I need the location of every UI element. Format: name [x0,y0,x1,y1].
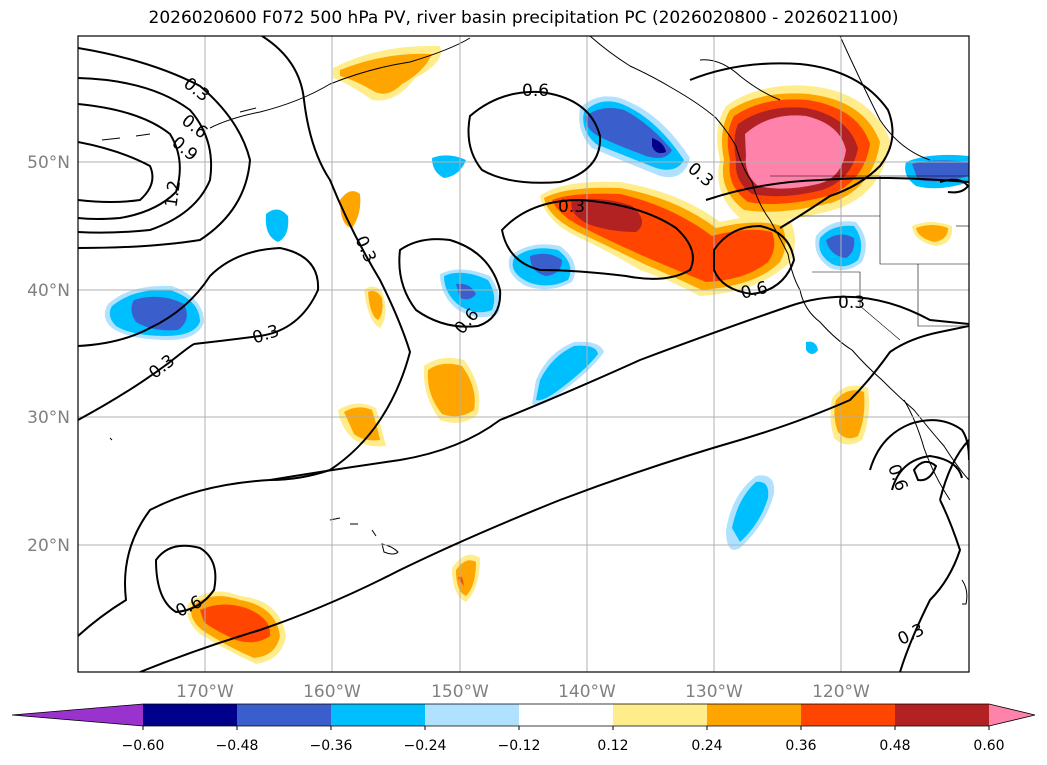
colorbar-tick-label: 0.36 [785,738,816,754]
graticule [78,36,969,672]
longitude-labels: 170°W 160°W 150°W 140°W 130°W 120°W [176,682,870,702]
latitude-labels: 50°N 40°N 30°N 20°N [27,153,70,556]
colorbar-box [707,704,802,726]
contour-label: 0.3 [558,197,585,217]
islands [101,107,399,555]
colorbar-tick-label: −0.60 [122,738,165,754]
colorbar-tick-label: 0.48 [879,738,910,754]
lat-label: 20°N [27,536,70,556]
colorbar-box [143,704,238,726]
pv-contours [78,36,969,672]
lat-label: 40°N [27,281,70,301]
contour-label: 0.3 [838,293,865,313]
map-layers [78,36,969,672]
colorbar: −0.60 −0.48 −0.36 −0.24 −0.12 0.12 0.24 0.36 0.4… [11,703,1036,754]
colorbar-tick-label: −0.36 [310,738,353,754]
map-title: 2026020600 F072 500 hPa PV, river basin … [148,8,899,28]
lon-label: 150°W [431,682,489,702]
lat-label: 30°N [27,408,70,428]
map-frame [77,35,970,673]
coastlines [209,36,969,605]
lon-label: 170°W [176,682,234,702]
colorbar-box [237,704,332,726]
colorbar-tick-label: −0.12 [498,738,541,754]
precipitation-shading [104,45,969,664]
contour-label: 0.6 [522,81,549,101]
lon-label: 120°W [812,682,870,702]
colorbar-box [425,704,520,726]
colorbar-tick-label: 0.60 [973,738,1004,754]
lat-label: 50°N [27,153,70,173]
lon-label: 140°W [558,682,616,702]
colorbar-extend-high [989,704,1035,726]
colorbar-tick-label: 0.24 [691,738,722,754]
lon-label: 160°W [303,682,361,702]
colorbar-box [613,704,708,726]
colorbar-tick-label: −0.48 [216,738,259,754]
colorbar-tick-label: 0.12 [597,738,628,754]
lon-label: 130°W [685,682,743,702]
colorbar-box [895,704,990,726]
colorbar-tick-label: −0.24 [404,738,447,754]
contour-label: 1.2 [161,179,185,209]
colorbar-box [331,704,426,726]
colorbar-extend-low [12,704,143,726]
colorbar-box [519,704,614,726]
colorbar-box [801,704,896,726]
